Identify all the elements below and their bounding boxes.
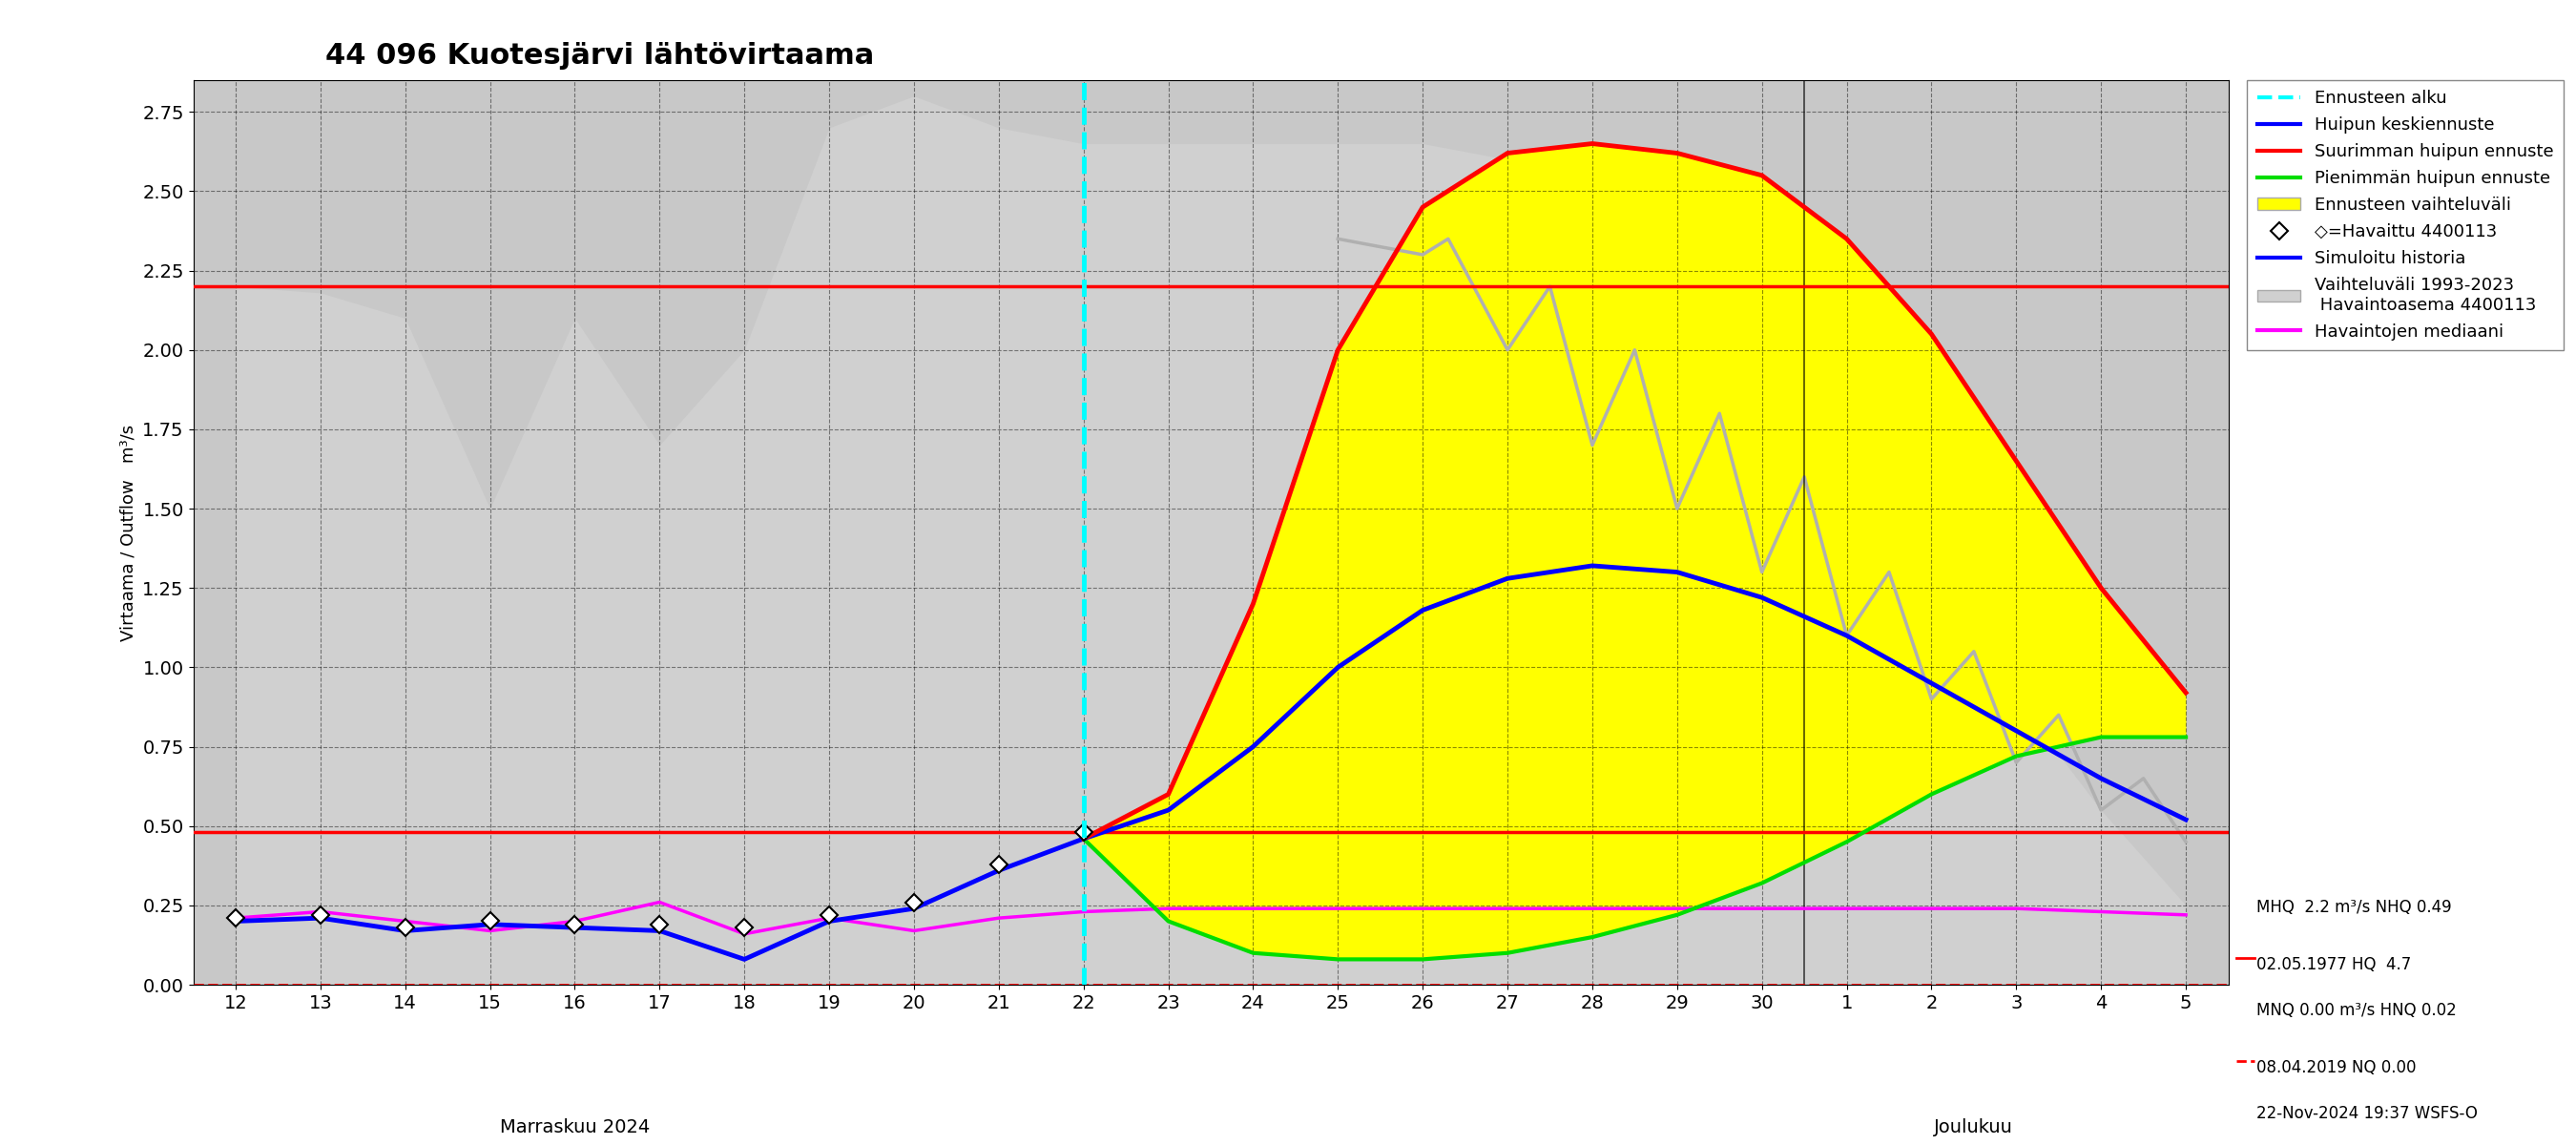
- Text: MHQ  2.2 m³/s NHQ 0.49: MHQ 2.2 m³/s NHQ 0.49: [2257, 899, 2452, 916]
- Legend: Ennusteen alku, Huipun keskiennuste, Suurimman huipun ennuste, Pienimmän huipun : Ennusteen alku, Huipun keskiennuste, Suu…: [2246, 80, 2563, 350]
- Text: 44 096 Kuotesjärvi lähtövirtaama: 44 096 Kuotesjärvi lähtövirtaama: [325, 42, 873, 70]
- Text: MNQ 0.00 m³/s HNQ 0.02: MNQ 0.00 m³/s HNQ 0.02: [2257, 1002, 2458, 1019]
- Text: 08.04.2019 NQ 0.00: 08.04.2019 NQ 0.00: [2257, 1059, 2416, 1076]
- Text: 02.05.1977 HQ  4.7: 02.05.1977 HQ 4.7: [2257, 956, 2411, 973]
- Text: Joulukuu: Joulukuu: [1935, 1118, 2014, 1136]
- Y-axis label: Virtaama / Outflow   m³/s: Virtaama / Outflow m³/s: [121, 424, 137, 641]
- Text: 22-Nov-2024 19:37 WSFS-O: 22-Nov-2024 19:37 WSFS-O: [2257, 1105, 2478, 1122]
- Text: Marraskuu 2024: Marraskuu 2024: [500, 1118, 649, 1136]
